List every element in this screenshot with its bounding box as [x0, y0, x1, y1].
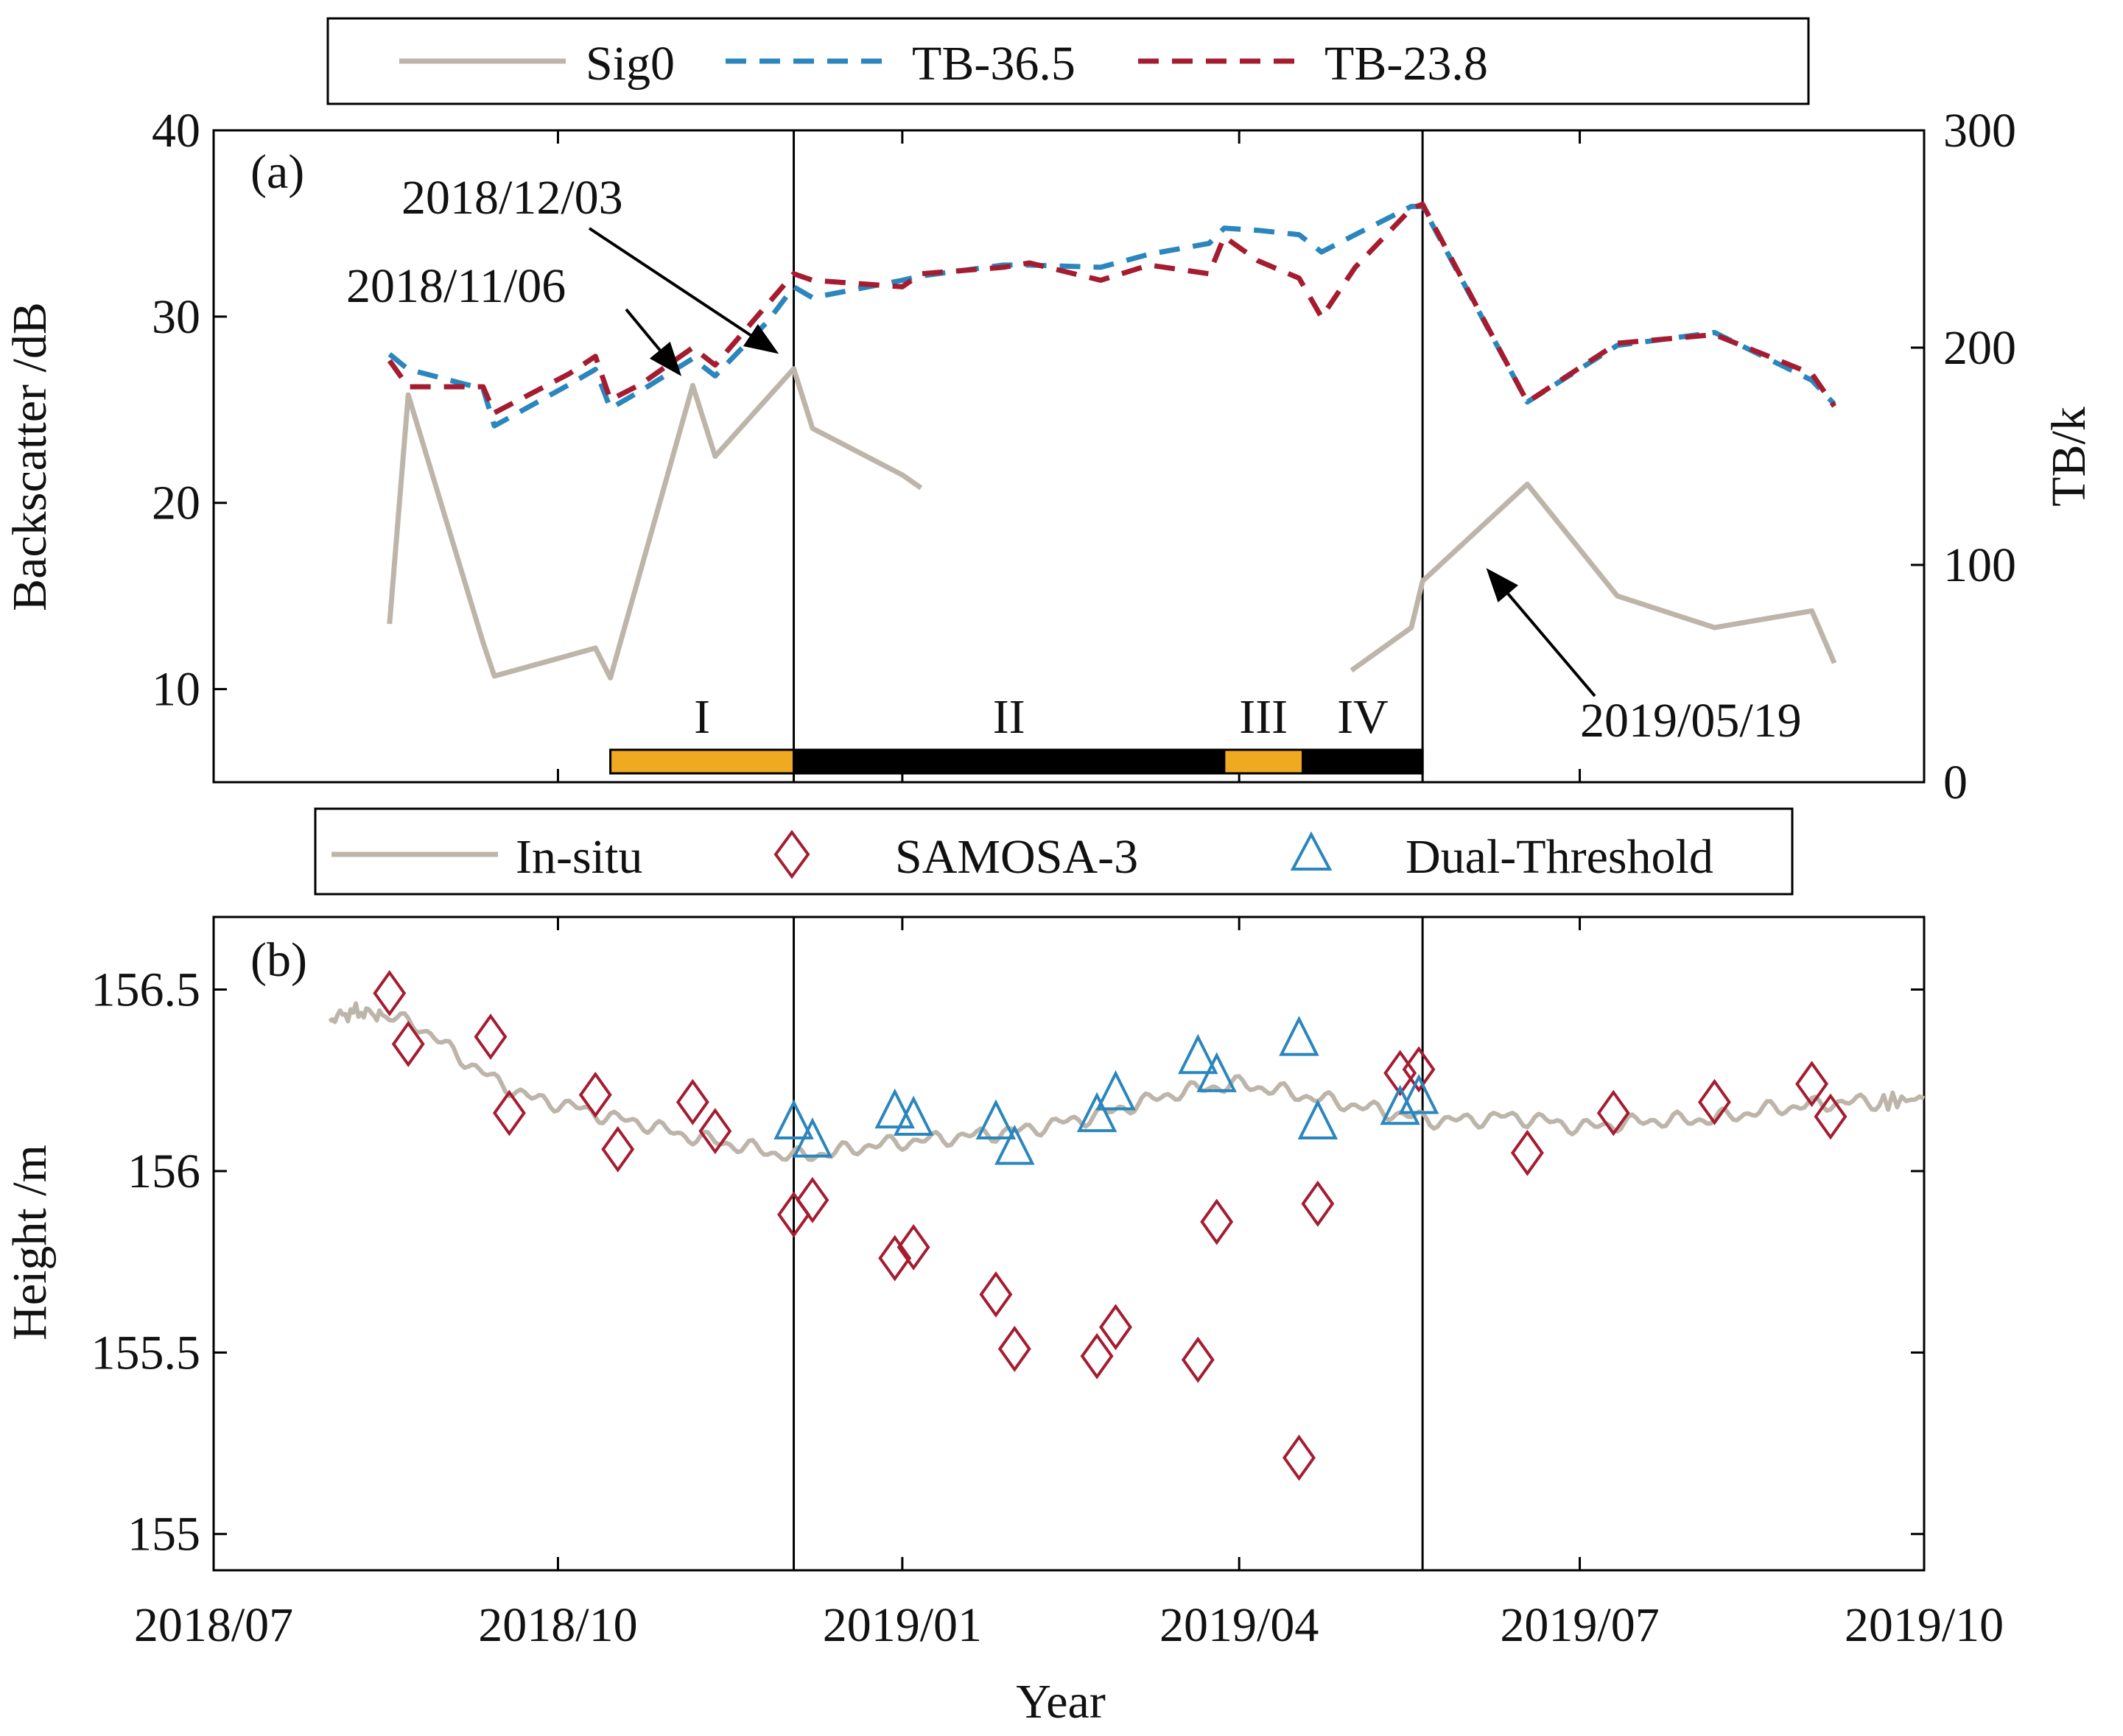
- panel-a-y2tick-label: 100: [1943, 538, 2016, 592]
- panel-b-ytick-label: 156.5: [91, 963, 201, 1017]
- panel-b-ytick-label: 156: [127, 1145, 200, 1198]
- panel-a: Sig0 TB-36.5 TB-23.8 102030400100200300 …: [3, 18, 2096, 809]
- samosa-point: [393, 1023, 423, 1064]
- panel-b: In-situ SAMOSA-3 Dual-Threshold 155 155.5…: [3, 809, 1924, 1570]
- dual-threshold-point: [1300, 1103, 1336, 1138]
- panel-a-ytick-label: 20: [152, 477, 200, 530]
- samosa-point: [1202, 1201, 1232, 1243]
- panel-b-frame: [214, 917, 1924, 1570]
- samosa-point: [1082, 1335, 1112, 1377]
- panel-b-ylabel: Height /m: [3, 1145, 57, 1340]
- panel-a-y2tick-label: 200: [1943, 321, 2016, 375]
- x-tick-label: 2018/07: [134, 1598, 293, 1652]
- panel-a-frame: [214, 130, 1924, 782]
- x-tick-label: 2019/04: [1159, 1598, 1319, 1652]
- annotation-arrow-2-head: [1487, 568, 1518, 602]
- series-tb238-line: [390, 204, 1834, 412]
- phase-bar-IV: [1303, 750, 1423, 773]
- x-tick-label: 2018/10: [478, 1598, 637, 1652]
- panel-a-y2label: TB/k: [2042, 407, 2096, 507]
- panel-a-ytick-label: 10: [152, 663, 200, 717]
- samosa-point: [678, 1081, 707, 1122]
- annotation-arrow-1-shaft: [626, 309, 660, 350]
- samosa-point: [1000, 1328, 1029, 1369]
- legend-dual-label: Dual-Threshold: [1406, 830, 1713, 884]
- legend-tb238-label: TB-23.8: [1324, 37, 1488, 91]
- annotation-arrow-2-shaft: [1508, 594, 1595, 696]
- x-tick-label: 2019/01: [823, 1598, 982, 1652]
- annotation-arrows: [589, 228, 1595, 696]
- annotation-arrow-0-head: [743, 324, 779, 354]
- samosa-point: [1512, 1132, 1542, 1173]
- panel-a-ytick-label: 30: [152, 290, 200, 344]
- annotation-2019-05-19: 2019/05/19: [1580, 694, 1802, 748]
- annotation-2018-12-03: 2018/12/03: [401, 171, 623, 225]
- panel-b-plot-area: 155 155.5 156 156.5: [91, 917, 1925, 1570]
- dual-threshold-point: [1098, 1074, 1134, 1109]
- annotation-2018-11-06: 2018/11/06: [346, 259, 566, 313]
- panel-a-ylabel: Backscatter /dB: [3, 302, 57, 611]
- series-insitu-line: [330, 1004, 1925, 1160]
- samosa-point: [981, 1273, 1011, 1315]
- legend-tb365-label: TB-36.5: [912, 37, 1075, 91]
- phase-bar-II: [794, 750, 1224, 773]
- panel-a-ytick-label: 40: [152, 104, 200, 158]
- samosa-point: [494, 1092, 524, 1134]
- samosa-point: [1183, 1339, 1213, 1380]
- panel-a-y2tick-label: 0: [1943, 756, 1968, 809]
- phase-label-II: II: [993, 690, 1025, 744]
- panel-a-y2tick-label: 300: [1943, 104, 2016, 158]
- x-tick-label: 2019/10: [1845, 1598, 2004, 1652]
- phase-label-I: I: [694, 690, 710, 744]
- series-sig0-line: [1352, 484, 1835, 670]
- samosa-point: [375, 972, 404, 1013]
- annotation-arrow-0-shaft: [589, 228, 751, 335]
- series-sig0-line: [390, 369, 922, 678]
- samosa-point: [603, 1128, 633, 1170]
- legend-insitu-label: In-situ: [516, 830, 642, 884]
- legend-sig0-label: Sig0: [586, 37, 675, 91]
- samosa-point: [1303, 1183, 1333, 1224]
- panel-a-label: (a): [250, 145, 304, 199]
- dual-threshold-point: [1281, 1019, 1316, 1055]
- figure: Sig0 TB-36.5 TB-23.8 102030400100200300 …: [0, 0, 2123, 1736]
- x-axis-label: Year: [1016, 1675, 1106, 1729]
- phase-label-III: III: [1239, 690, 1288, 744]
- phase-label-IV: IV: [1337, 690, 1389, 744]
- samosa-point: [1284, 1437, 1313, 1478]
- legend-samosa-label: SAMOSA-3: [895, 830, 1138, 884]
- samosa-point: [1101, 1307, 1131, 1348]
- x-axis: 2018/07 2018/10 2019/01 2019/04 2019/07 2019/…: [134, 1598, 2004, 1652]
- x-tick-label: 2019/07: [1500, 1598, 1659, 1652]
- phase-bar-III: [1224, 750, 1303, 773]
- phase-bar-I: [611, 750, 794, 773]
- panel-b-ytick-label: 155.5: [91, 1326, 201, 1380]
- samosa-point: [798, 1179, 827, 1220]
- panel-b-ytick-label: 155: [127, 1508, 200, 1561]
- samosa-point: [476, 1016, 505, 1058]
- panel-b-label: (b): [250, 933, 307, 987]
